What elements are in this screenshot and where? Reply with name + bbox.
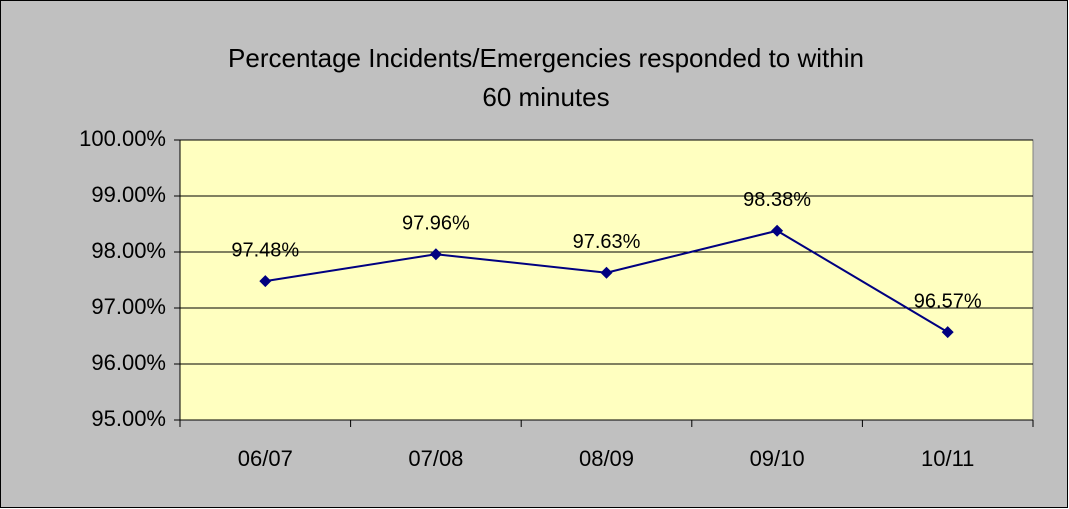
data-label: 98.38% — [743, 189, 811, 211]
x-tick-label: 10/11 — [921, 446, 974, 471]
y-tick-label: 97.00% — [91, 294, 166, 319]
data-point — [941, 326, 954, 339]
x-tick-label: 09/10 — [750, 446, 805, 471]
y-tick-label: 96.00% — [91, 350, 166, 375]
y-tick-label: 99.00% — [91, 182, 166, 207]
chart-title: Percentage Incidents/Emergencies respond… — [228, 43, 864, 73]
y-tick-label: 98.00% — [91, 238, 166, 263]
y-tick-label: 100.00% — [79, 126, 166, 151]
data-point — [771, 224, 784, 237]
data-point — [600, 266, 613, 279]
x-tick-label: 07/08 — [408, 446, 463, 471]
plot-area — [179, 139, 1034, 421]
x-tick-label: 06/07 — [238, 446, 293, 471]
data-label: 97.63% — [573, 231, 641, 253]
data-label: 96.57% — [914, 290, 982, 312]
x-tick-label: 08/09 — [579, 446, 634, 471]
data-point — [259, 275, 272, 288]
data-label: 97.48% — [231, 239, 299, 261]
data-label: 97.96% — [402, 213, 470, 235]
data-point — [429, 248, 442, 261]
y-tick-label: 95.00% — [91, 406, 166, 431]
chart-title: 60 minutes — [482, 82, 609, 112]
